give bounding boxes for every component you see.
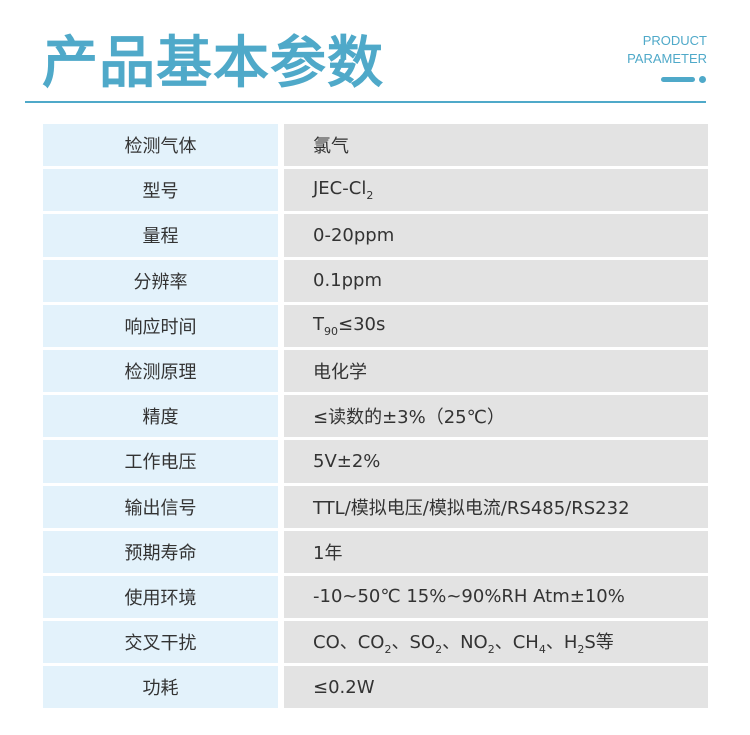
value-text: 、NO xyxy=(442,632,488,654)
value-text: 电化学 xyxy=(313,362,367,384)
table-row: 分辨率 0.1ppm xyxy=(43,259,708,302)
param-label: 使用环境 xyxy=(43,575,278,619)
subscript: 90 xyxy=(324,324,338,338)
subtitle-line-2: PARAMETER xyxy=(627,51,707,66)
value-text: -10~50℃ 15%~90%RH Atm±10% xyxy=(313,586,625,608)
subtitle-line-1: PRODUCT xyxy=(642,33,707,48)
subscript: 2 xyxy=(487,643,495,657)
param-value: 5V±2% xyxy=(284,440,708,483)
param-label: 精度 xyxy=(43,395,278,438)
param-label: 量程 xyxy=(43,214,278,257)
table-row: 使用环境 -10~50℃ 15%~90%RH Atm±10% xyxy=(43,575,708,619)
subscript: 2 xyxy=(435,643,443,657)
param-value: JEC-Cl2 xyxy=(284,169,708,212)
param-label: 交叉干扰 xyxy=(43,621,278,664)
param-value: ≤读数的±3%（25℃） xyxy=(284,395,708,438)
value-text: 5V±2% xyxy=(313,450,381,472)
table-row: 精度 ≤读数的±3%（25℃） xyxy=(43,395,708,438)
param-label: 检测原理 xyxy=(43,349,278,393)
table-row: 工作电压 5V±2% xyxy=(43,440,708,483)
param-value: 1年 xyxy=(284,530,708,573)
value-text: TTL/模拟电压/模拟电流/RS485/RS232 xyxy=(313,497,630,519)
table-row: 量程 0-20ppm xyxy=(43,214,708,257)
subscript: 2 xyxy=(366,189,374,203)
param-label: 检测气体 xyxy=(43,124,278,167)
param-label: 功耗 xyxy=(43,666,278,709)
parameter-table: 检测气体 氯气 型号 JEC-Cl2 量程 0-20ppm 分辨率 0.1ppm 响应时间 T90… xyxy=(43,124,708,711)
decorative-dot xyxy=(699,76,706,83)
value-text: 0-20ppm xyxy=(313,224,395,246)
param-value: -10~50℃ 15%~90%RH Atm±10% xyxy=(284,575,708,619)
param-label: 分辨率 xyxy=(43,259,278,302)
table-row: 功耗 ≤0.2W xyxy=(43,666,708,709)
subscript: 2 xyxy=(384,643,392,657)
divider xyxy=(25,101,706,103)
table-row: 检测原理 电化学 xyxy=(43,349,708,393)
param-label: 输出信号 xyxy=(43,485,278,528)
param-value: ≤0.2W xyxy=(284,666,708,709)
param-label: 型号 xyxy=(43,169,278,212)
decorative-dash xyxy=(661,77,695,82)
param-value: 0.1ppm xyxy=(284,259,708,302)
subscript: 2 xyxy=(577,643,585,657)
value-text: JEC-Cl xyxy=(313,178,367,200)
subscript: 4 xyxy=(538,643,546,657)
table-row: 检测气体 氯气 xyxy=(43,124,708,167)
param-value: 电化学 xyxy=(284,349,708,393)
value-text: CO、CO xyxy=(313,632,385,654)
value-text: 、CH xyxy=(494,632,539,654)
param-label: 工作电压 xyxy=(43,440,278,483)
subtitle: PRODUCT PARAMETER xyxy=(627,32,707,68)
param-value: 氯气 xyxy=(284,124,708,167)
param-label: 响应时间 xyxy=(43,304,278,347)
param-value: T90≤30s xyxy=(284,304,708,347)
param-value: 0-20ppm xyxy=(284,214,708,257)
page-title: 产品基本参数 xyxy=(42,31,384,96)
table-row: 输出信号 TTL/模拟电压/模拟电流/RS485/RS232 xyxy=(43,485,708,528)
value-text: ≤0.2W xyxy=(313,676,375,698)
value-text: 氯气 xyxy=(313,136,349,158)
value-text: 0.1ppm xyxy=(313,270,383,292)
value-text: 1年 xyxy=(313,542,343,564)
table-row: 交叉干扰 CO、CO2、SO2、NO2、CH4、H2S等 xyxy=(43,621,708,664)
value-text: T xyxy=(313,313,324,335)
table-row: 预期寿命 1年 xyxy=(43,530,708,573)
value-text: 、SO xyxy=(391,632,436,654)
value-text: ≤30s xyxy=(338,313,386,335)
value-text: ≤读数的±3%（25℃） xyxy=(313,407,505,429)
param-value: CO、CO2、SO2、NO2、CH4、H2S等 xyxy=(284,621,708,664)
param-label: 预期寿命 xyxy=(43,530,278,573)
value-text: 、H xyxy=(545,632,578,654)
value-text: S等 xyxy=(584,632,614,654)
table-row: 型号 JEC-Cl2 xyxy=(43,169,708,212)
table-row: 响应时间 T90≤30s xyxy=(43,304,708,347)
param-value: TTL/模拟电压/模拟电流/RS485/RS232 xyxy=(284,485,708,528)
